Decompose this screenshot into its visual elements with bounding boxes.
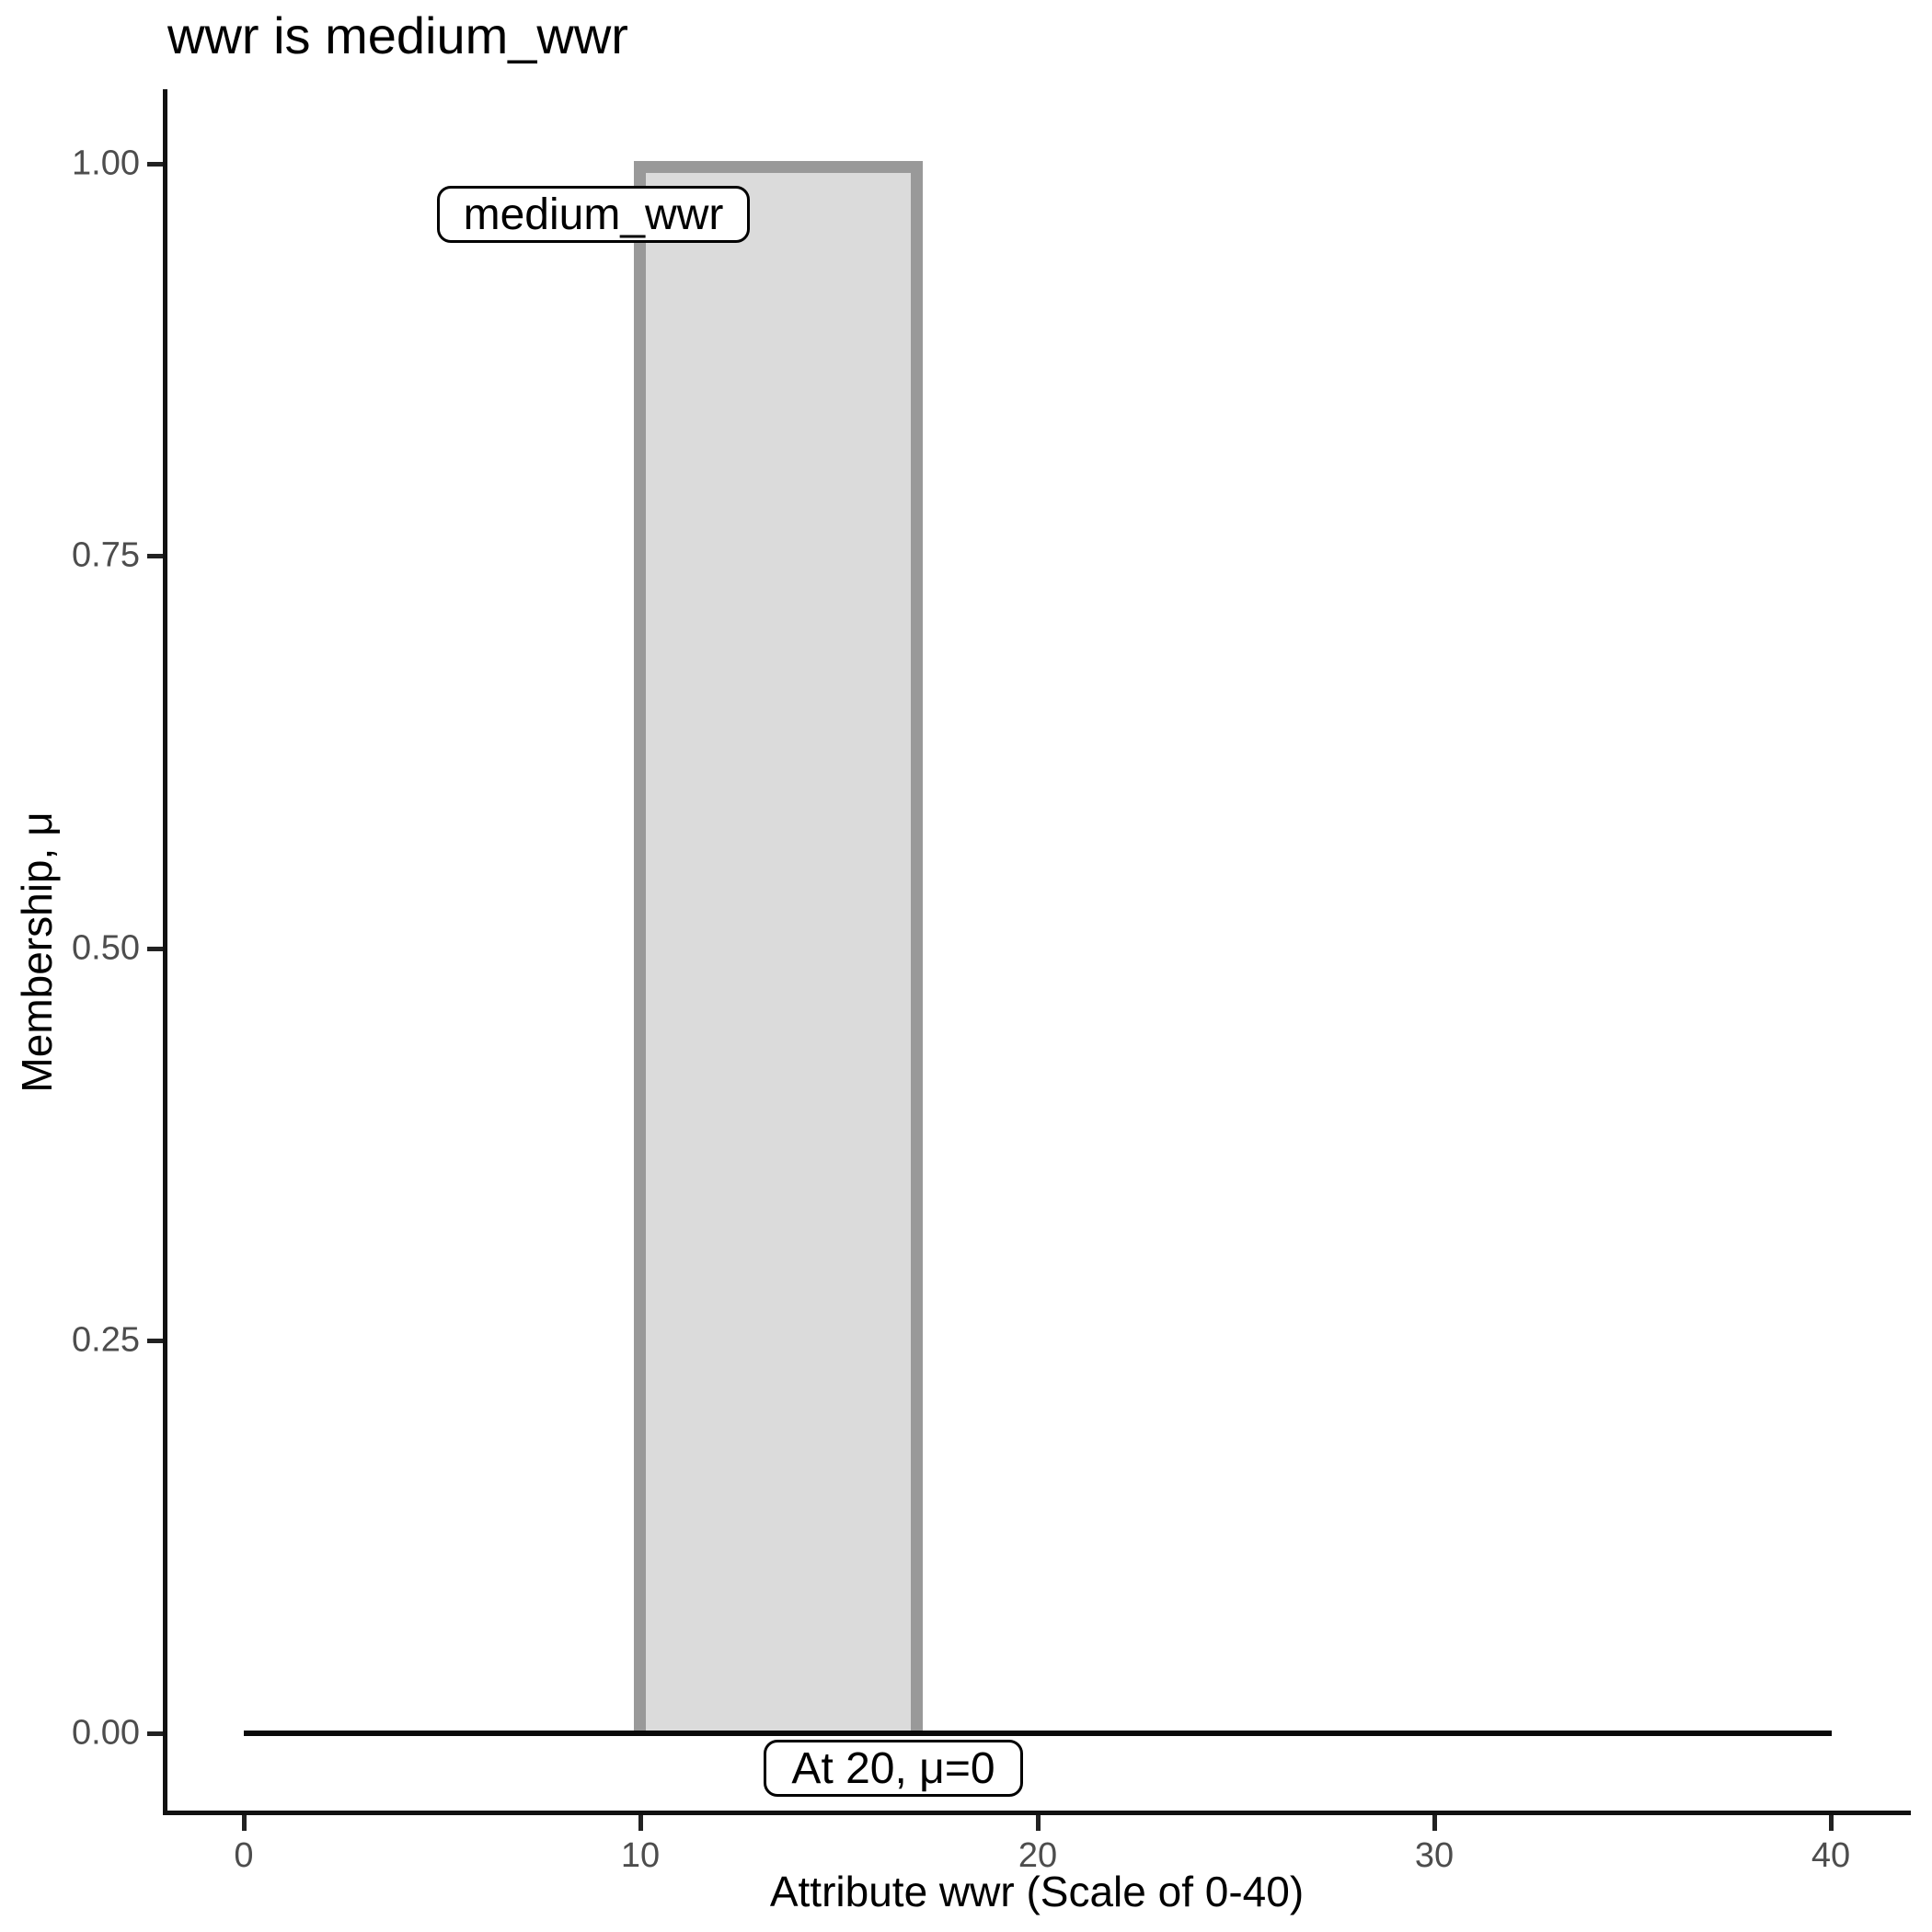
y-tick-mark-1.00: [147, 161, 163, 167]
y-tick-mark-0.00: [147, 1731, 163, 1736]
y-tick-label: 0.75: [72, 535, 140, 575]
x-axis-title: Attribute wwr (Scale of 0-40): [769, 1868, 1305, 1915]
y-tick-mark-0.75: [147, 554, 163, 558]
y-axis-title: Membership, μ: [13, 811, 61, 1093]
y-tick-label: 0.00: [72, 1713, 140, 1753]
x-tick-mark-10: [638, 1815, 643, 1831]
value-at-20-label-box: At 20, μ=0: [764, 1740, 1023, 1797]
x-tick-label: 0: [234, 1836, 254, 1875]
chart-title: wwr is medium_wwr: [167, 6, 628, 64]
x-tick-mark-30: [1432, 1815, 1437, 1831]
y-tick-label: 1.00: [72, 144, 140, 183]
y-tick-label: 0.25: [72, 1320, 140, 1360]
y-tick-mark-0.50: [147, 946, 163, 951]
set-name-label-box: medium_wwr: [437, 186, 750, 243]
x-tick-label: 40: [1811, 1836, 1851, 1875]
zero-membership-baseline: [244, 1731, 1832, 1736]
x-tick-mark-0: [241, 1815, 247, 1831]
x-tick-label: 10: [620, 1836, 661, 1875]
y-axis-line: [163, 89, 167, 1815]
x-axis-line: [163, 1811, 1911, 1815]
set-name-label-text: medium_wwr: [463, 190, 724, 239]
x-tick-label: 30: [1414, 1836, 1455, 1875]
y-tick-mark-0.25: [147, 1339, 163, 1343]
membership-function-rect: [634, 161, 923, 1736]
x-tick-label: 20: [1018, 1836, 1058, 1875]
x-tick-mark-40: [1828, 1815, 1834, 1831]
value-at-20-label-text: At 20, μ=0: [791, 1743, 995, 1793]
y-tick-label: 0.50: [72, 928, 140, 968]
x-tick-mark-20: [1035, 1815, 1041, 1831]
